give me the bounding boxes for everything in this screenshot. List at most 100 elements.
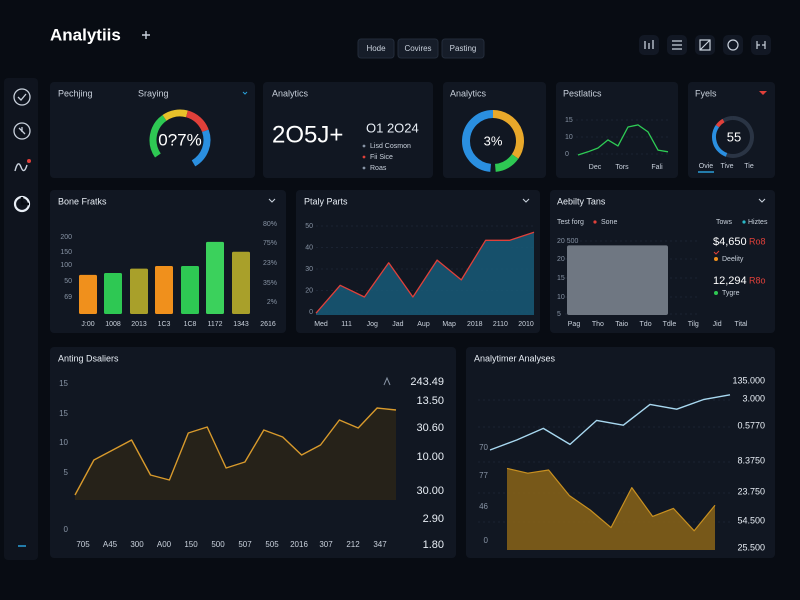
nav-glyph bbox=[18, 127, 26, 135]
x-tick-label: Jid bbox=[713, 321, 722, 328]
label: Aebilty Tans bbox=[557, 196, 606, 206]
ring-segment bbox=[494, 153, 519, 172]
y-tick-label: 20 500 bbox=[557, 238, 579, 245]
area bbox=[507, 468, 715, 550]
icon-glyph bbox=[756, 41, 766, 49]
label: Pestlatics bbox=[563, 88, 602, 98]
tab-label[interactable]: Hode bbox=[366, 44, 386, 53]
line bbox=[315, 231, 535, 314]
label: Deelity bbox=[722, 256, 744, 263]
x-tick-label: Jog bbox=[367, 321, 378, 328]
tab-label[interactable]: Pasting bbox=[450, 44, 477, 53]
label: Sraying bbox=[138, 88, 169, 98]
caret bbox=[242, 91, 248, 95]
y-tick-label: 3.000 bbox=[742, 393, 765, 403]
label: Anting Dsaliers bbox=[58, 353, 119, 363]
x-tick-label: Med bbox=[314, 321, 328, 328]
y-tick-label: 10.00 bbox=[416, 451, 444, 463]
x-tick-label: 2616 bbox=[260, 321, 276, 328]
y-tick-label: 35% bbox=[263, 280, 277, 287]
x-tick-label: Tital bbox=[735, 321, 748, 328]
y-tick-label: 23.750 bbox=[737, 486, 765, 496]
tab[interactable] bbox=[397, 38, 439, 59]
label: 12,294 bbox=[713, 275, 747, 287]
nav-icon[interactable] bbox=[14, 163, 28, 172]
area bbox=[75, 408, 396, 500]
label: Bone Fratks bbox=[58, 196, 107, 206]
donut-value: 55 bbox=[727, 129, 741, 144]
x-tick-label: 2110 bbox=[493, 321, 508, 328]
icon-button[interactable] bbox=[751, 35, 771, 55]
y-tick-label: 69 bbox=[64, 294, 72, 301]
panel bbox=[688, 82, 775, 178]
y-tick-label: 15 bbox=[59, 379, 68, 388]
y-tick-label: 135.000 bbox=[732, 375, 765, 385]
panel bbox=[263, 82, 433, 178]
tab[interactable] bbox=[441, 38, 485, 59]
y-tick-label: 20 bbox=[557, 256, 565, 263]
x-tick-label: 1C8 bbox=[184, 321, 197, 328]
label: Analytics bbox=[272, 88, 309, 98]
y-tick-label: 0.5770 bbox=[737, 420, 765, 430]
y-tick-label: 30.00 bbox=[416, 485, 444, 497]
y-tick-label: 0 bbox=[565, 151, 569, 158]
label: Analytics bbox=[450, 88, 487, 98]
y-tick-label: 50 bbox=[305, 223, 313, 230]
nav-icon[interactable] bbox=[13, 88, 31, 106]
tab-label[interactable]: Covires bbox=[404, 44, 431, 53]
label: R8o bbox=[749, 275, 766, 285]
icon-glyph bbox=[644, 40, 654, 49]
icon-button[interactable] bbox=[723, 35, 743, 55]
heart-icon[interactable] bbox=[759, 91, 767, 95]
nav-icon[interactable] bbox=[13, 122, 31, 140]
line bbox=[74, 407, 397, 496]
legend-dot bbox=[742, 220, 746, 224]
x-tick-label: Jad bbox=[392, 321, 403, 328]
ring-segment bbox=[715, 118, 725, 128]
bar bbox=[206, 241, 224, 314]
y-tick-label: 77 bbox=[479, 471, 488, 480]
label: Analytimer Analyses bbox=[474, 353, 556, 363]
expand-icon[interactable] bbox=[383, 376, 391, 386]
y-tick-label: 15 bbox=[59, 409, 68, 418]
bar bbox=[130, 268, 148, 314]
chevron[interactable] bbox=[522, 198, 530, 203]
tab[interactable] bbox=[357, 38, 395, 59]
chevron[interactable] bbox=[758, 198, 766, 203]
x-tick-label: A45 bbox=[103, 540, 118, 549]
y-tick-label: 30 bbox=[305, 266, 313, 273]
y-tick-label: 70 bbox=[479, 443, 488, 452]
ring-segment bbox=[149, 115, 167, 158]
x-tick-label: Dec bbox=[589, 164, 602, 171]
x-tick-label: 347 bbox=[373, 540, 387, 549]
label: Lisd Cosmon bbox=[370, 143, 411, 150]
label: Roas bbox=[370, 165, 387, 172]
add-icon[interactable] bbox=[142, 31, 150, 39]
legend-dot bbox=[362, 166, 366, 170]
label: Ro8 bbox=[749, 236, 766, 246]
chevron[interactable] bbox=[268, 198, 276, 203]
label: Tive bbox=[721, 163, 734, 170]
y-tick-label: 15 bbox=[565, 117, 573, 124]
y-tick-label: 25.500 bbox=[737, 542, 765, 552]
x-tick-label: Tdle bbox=[663, 321, 677, 328]
bar bbox=[567, 245, 668, 315]
label: Pechjing bbox=[58, 88, 93, 98]
x-tick-label: 507 bbox=[238, 540, 252, 549]
label: Sone bbox=[601, 219, 617, 226]
x-tick-label: Aup bbox=[417, 321, 430, 328]
x-tick-label: Tors bbox=[615, 164, 629, 171]
x-tick-label: Map bbox=[442, 321, 456, 328]
y-tick-label: 10 bbox=[557, 294, 565, 301]
x-tick-label: 500 bbox=[211, 540, 225, 549]
legend-dot bbox=[714, 291, 718, 295]
label: Fii Sice bbox=[370, 154, 393, 161]
ring-segment bbox=[191, 129, 211, 167]
label: Tows bbox=[716, 219, 732, 226]
x-tick-label: 1172 bbox=[207, 321, 222, 328]
label: Hiztes bbox=[748, 219, 768, 226]
x-tick-label: Taio bbox=[615, 321, 628, 328]
x-tick-label: 300 bbox=[130, 540, 144, 549]
ring-segment bbox=[185, 110, 209, 133]
